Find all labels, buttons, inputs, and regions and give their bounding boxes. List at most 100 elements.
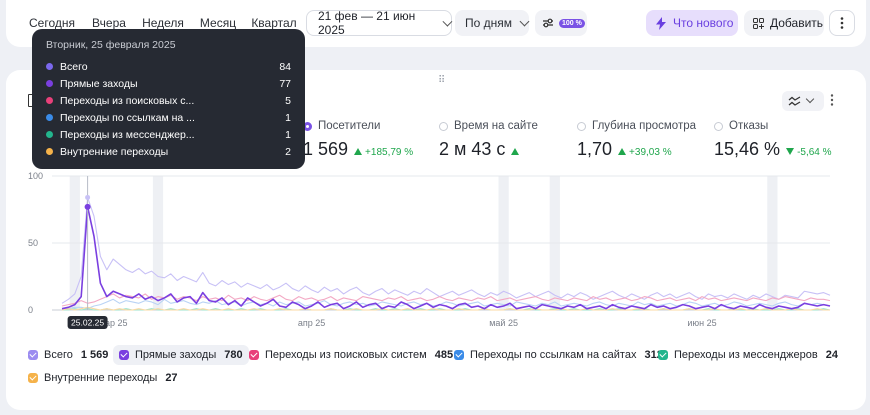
- checkbox-icon: [28, 350, 38, 360]
- series-line: [61, 306, 830, 311]
- metric-value: 15,46 %: [714, 139, 781, 159]
- trend-up-icon: [618, 148, 627, 155]
- checkbox-icon: [658, 350, 668, 360]
- legend-label: Внутренние переходы: [44, 372, 158, 384]
- metric-delta: +185,79 %: [365, 147, 414, 158]
- legend-label: Переходы из поисковых систем: [265, 349, 427, 361]
- tooltip-row-value: 2: [285, 145, 291, 158]
- tooltip-row-value: 1: [285, 128, 291, 141]
- more-menu-button[interactable]: [829, 10, 855, 36]
- tooltip-row-value: 5: [285, 94, 291, 107]
- legend-value: 780: [224, 349, 243, 361]
- date-range-picker[interactable]: 21 фев — 21 июн 2025: [306, 9, 453, 37]
- tooltip-row-label: Переходы из мессенджер...: [60, 128, 195, 141]
- add-widget-icon: [753, 17, 764, 29]
- sampling-badge: 100 %: [559, 18, 585, 28]
- grouping-select[interactable]: По дням: [455, 10, 530, 36]
- tooltip-row-label: Прямые заходы: [60, 77, 138, 90]
- checkbox-icon: [28, 373, 38, 383]
- tooltip-row: Внутренние переходы 2: [46, 143, 291, 160]
- period-month-button[interactable]: Месяц: [199, 16, 237, 30]
- checkbox-icon: [119, 350, 129, 360]
- trend-up-icon: [354, 148, 363, 155]
- period-today-button[interactable]: Сегодня: [29, 16, 75, 30]
- tooltip-row: Переходы по ссылкам на ... 1: [46, 109, 291, 126]
- legend-value: 24: [825, 349, 838, 361]
- sliders-icon: [543, 18, 553, 28]
- legend-item-links[interactable]: Переходы по ссылкам на сайтах 312: [454, 345, 663, 365]
- tooltip-title: Вторник, 25 февраля 2025: [46, 39, 176, 51]
- metric-visitors[interactable]: Посетители 1 569 +185,79 %: [303, 120, 413, 160]
- x-tick-label: июн 25: [687, 318, 716, 328]
- legend-item-direct[interactable]: Прямые заходы 780: [113, 345, 249, 365]
- add-button[interactable]: Добавить: [744, 10, 824, 36]
- tooltip-row-label: Переходы из поисковых с...: [60, 94, 195, 107]
- metric-radio[interactable]: [439, 121, 448, 131]
- x-tick-label: мар 25: [99, 318, 128, 328]
- x-tick-label: май 25: [489, 318, 518, 328]
- kebab-icon: [840, 17, 844, 29]
- y-tick-label: 50: [28, 238, 38, 248]
- chart-type-icon: [788, 95, 801, 106]
- legend-label: Всего: [44, 349, 73, 361]
- tooltip-row: Всего 84: [46, 58, 291, 75]
- tooltip-row-label: Внутренние переходы: [60, 145, 169, 158]
- legend-value: 27: [165, 372, 178, 384]
- x-tick-label: апр 25: [298, 318, 325, 328]
- period-yesterday-button[interactable]: Вчера: [92, 16, 126, 30]
- metric-label: Время на сайте: [454, 120, 538, 132]
- grouping-label: По дням: [465, 16, 513, 30]
- metric-label: Отказы: [729, 120, 769, 132]
- highlighted-date-badge: [67, 316, 108, 329]
- hover-point: [84, 203, 91, 210]
- metric-value: 1 569: [303, 139, 349, 159]
- metric-label: Посетители: [318, 120, 381, 132]
- trend-up-icon: [511, 148, 520, 155]
- series-line: [61, 206, 831, 310]
- tooltip-row-value: 84: [279, 60, 291, 73]
- checkbox-icon: [454, 350, 464, 360]
- period-week-button[interactable]: Неделя: [142, 16, 184, 30]
- chevron-down-icon: [442, 16, 453, 26]
- period-quarter-button[interactable]: Квартал: [251, 16, 297, 30]
- metric-label: Глубина просмотра: [592, 120, 696, 132]
- chart-type-select[interactable]: [782, 91, 824, 111]
- trend-down-icon: [786, 148, 795, 155]
- sampling-button[interactable]: 100 %: [535, 10, 587, 36]
- metric-page-depth[interactable]: Глубина просмотра 1,70 +39,03 %: [577, 120, 696, 160]
- lightning-icon: [656, 16, 666, 30]
- metric-value: 1,70: [577, 139, 613, 159]
- legend-item-search[interactable]: Переходы из поисковых систем 485: [249, 345, 453, 365]
- top-toolbar: Сегодня Вчера Неделя Месяц Квартал 21 фе…: [6, 0, 866, 47]
- chart-tooltip: Вторник, 25 февраля 2025 Всего 84 Прямые …: [32, 29, 305, 169]
- series-line: [61, 196, 831, 304]
- legend-label: Переходы по ссылкам на сайтах: [470, 349, 637, 361]
- series-line: [61, 293, 831, 307]
- metric-radio[interactable]: [714, 121, 723, 131]
- tooltip-row: Прямые заходы 77: [46, 75, 291, 92]
- whats-new-button[interactable]: Что нового: [646, 10, 738, 36]
- chevron-down-icon: [519, 16, 530, 26]
- line-chart[interactable]: 0 50 100 мар 25 апр 25 май 25 июн 25 25.02.25: [6, 70, 866, 340]
- tooltip-row-value: 77: [279, 77, 291, 90]
- drag-handle-icon[interactable]: ⠿: [438, 75, 447, 86]
- legend-label: Переходы из мессенджеров: [674, 349, 818, 361]
- add-label: Добавить: [770, 16, 824, 30]
- metric-time-on-site[interactable]: Время на сайте 2 м 43 с: [439, 120, 538, 160]
- metric-delta: -5,64 %: [797, 147, 832, 158]
- metric-delta: +39,03 %: [629, 147, 672, 158]
- tooltip-row-label: Переходы по ссылкам на ...: [60, 111, 195, 124]
- legend-item-internal[interactable]: Внутренние переходы 27: [28, 368, 178, 388]
- metric-radio[interactable]: [577, 121, 586, 131]
- legend-item-total[interactable]: Всего 1 569: [28, 345, 108, 365]
- tooltip-row-label: Всего: [60, 60, 88, 73]
- tooltip-row: Переходы из мессенджер... 1: [46, 126, 291, 143]
- legend-value: 1 569: [80, 349, 109, 361]
- checkbox-icon: [249, 350, 259, 360]
- legend-item-messengers[interactable]: Переходы из мессенджеров 24: [658, 345, 838, 365]
- tooltip-row: Переходы из поисковых с... 5: [46, 92, 291, 109]
- whats-new-label: Что нового: [673, 16, 734, 30]
- metric-bounce-rate[interactable]: Отказы 15,46 % -5,64 %: [714, 120, 832, 160]
- y-tick-label: 0: [28, 305, 33, 315]
- widget-more-button[interactable]: [830, 92, 834, 110]
